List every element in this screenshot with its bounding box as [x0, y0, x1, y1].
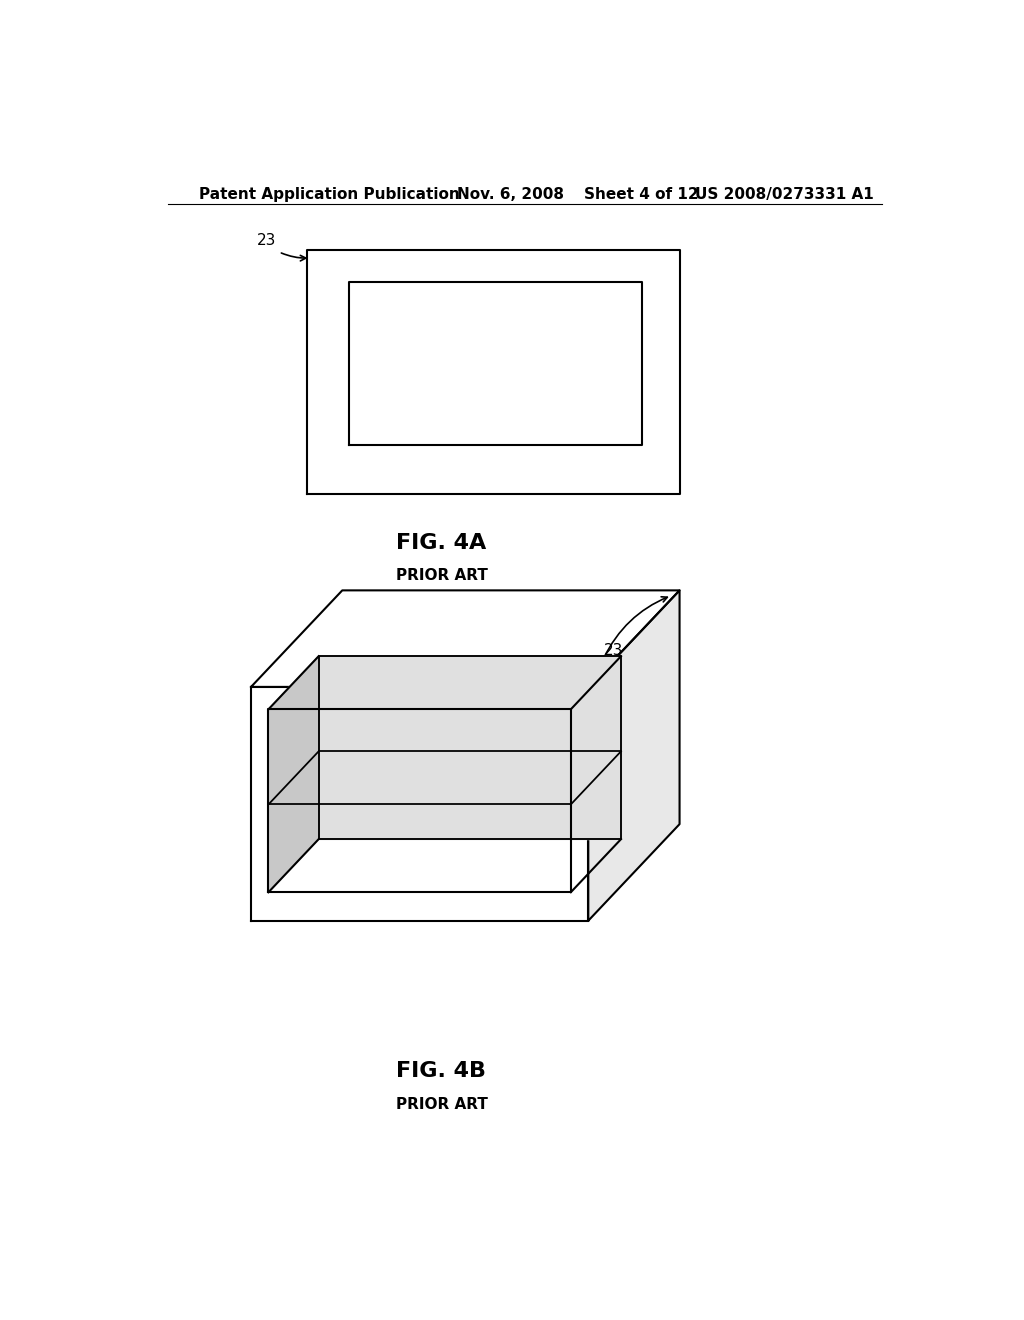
Text: Patent Application Publication: Patent Application Publication	[200, 187, 460, 202]
Polygon shape	[268, 656, 318, 892]
Polygon shape	[268, 656, 621, 709]
Polygon shape	[588, 590, 680, 921]
Text: FIG. 4B: FIG. 4B	[396, 1061, 486, 1081]
Polygon shape	[251, 590, 680, 686]
Text: 23: 23	[257, 232, 276, 248]
Text: 23: 23	[604, 643, 624, 659]
Polygon shape	[251, 686, 588, 921]
Text: PRIOR ART: PRIOR ART	[395, 568, 487, 582]
Text: FIG. 4A: FIG. 4A	[396, 532, 486, 553]
Polygon shape	[318, 656, 621, 840]
Text: US 2008/0273331 A1: US 2008/0273331 A1	[695, 187, 874, 202]
Text: Nov. 6, 2008: Nov. 6, 2008	[458, 187, 564, 202]
Text: PRIOR ART: PRIOR ART	[395, 1097, 487, 1113]
Text: Sheet 4 of 12: Sheet 4 of 12	[585, 187, 699, 202]
